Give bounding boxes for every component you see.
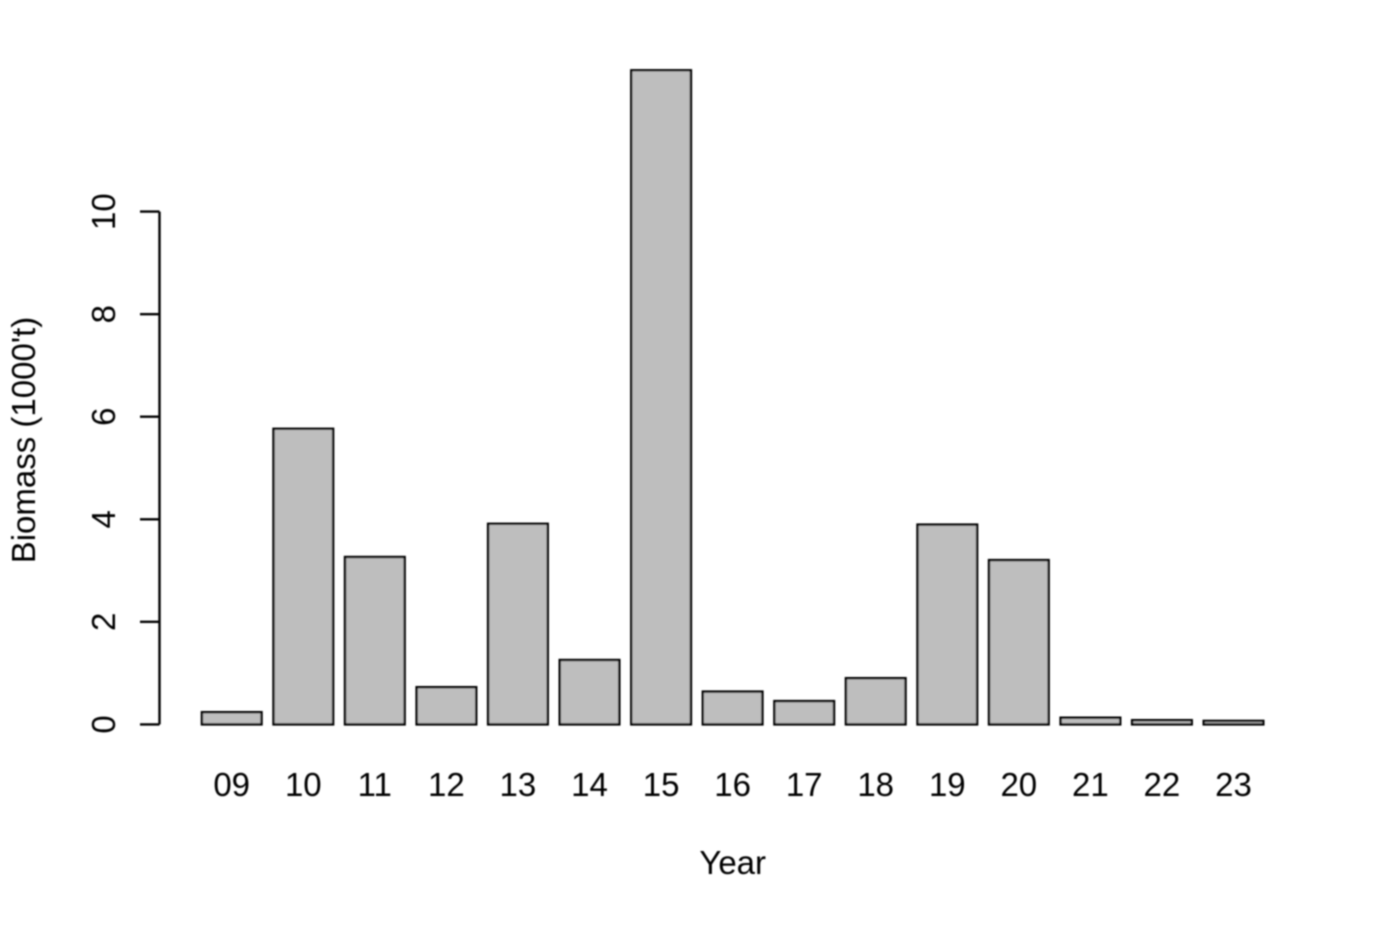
svg-text:13: 13 — [500, 766, 537, 803]
svg-text:8: 8 — [85, 305, 122, 323]
svg-text:2: 2 — [85, 613, 122, 631]
svg-text:22: 22 — [1144, 766, 1181, 803]
svg-text:6: 6 — [85, 408, 122, 426]
svg-text:18: 18 — [857, 766, 894, 803]
svg-text:11: 11 — [358, 766, 392, 803]
svg-text:21: 21 — [1072, 766, 1109, 803]
svg-text:4: 4 — [85, 510, 122, 528]
svg-text:14: 14 — [571, 766, 608, 803]
svg-text:15: 15 — [643, 766, 680, 803]
svg-text:10: 10 — [85, 193, 122, 230]
svg-text:12: 12 — [428, 766, 465, 803]
svg-text:20: 20 — [1000, 766, 1037, 803]
svg-text:Biomass (1000't): Biomass (1000't) — [5, 317, 42, 564]
svg-text:23: 23 — [1215, 766, 1252, 803]
svg-text:Year: Year — [699, 844, 766, 881]
svg-text:09: 09 — [213, 766, 250, 803]
svg-text:10: 10 — [285, 766, 322, 803]
svg-text:17: 17 — [786, 766, 823, 803]
svg-text:16: 16 — [714, 766, 751, 803]
svg-text:0: 0 — [85, 715, 122, 733]
svg-text:19: 19 — [929, 766, 966, 803]
